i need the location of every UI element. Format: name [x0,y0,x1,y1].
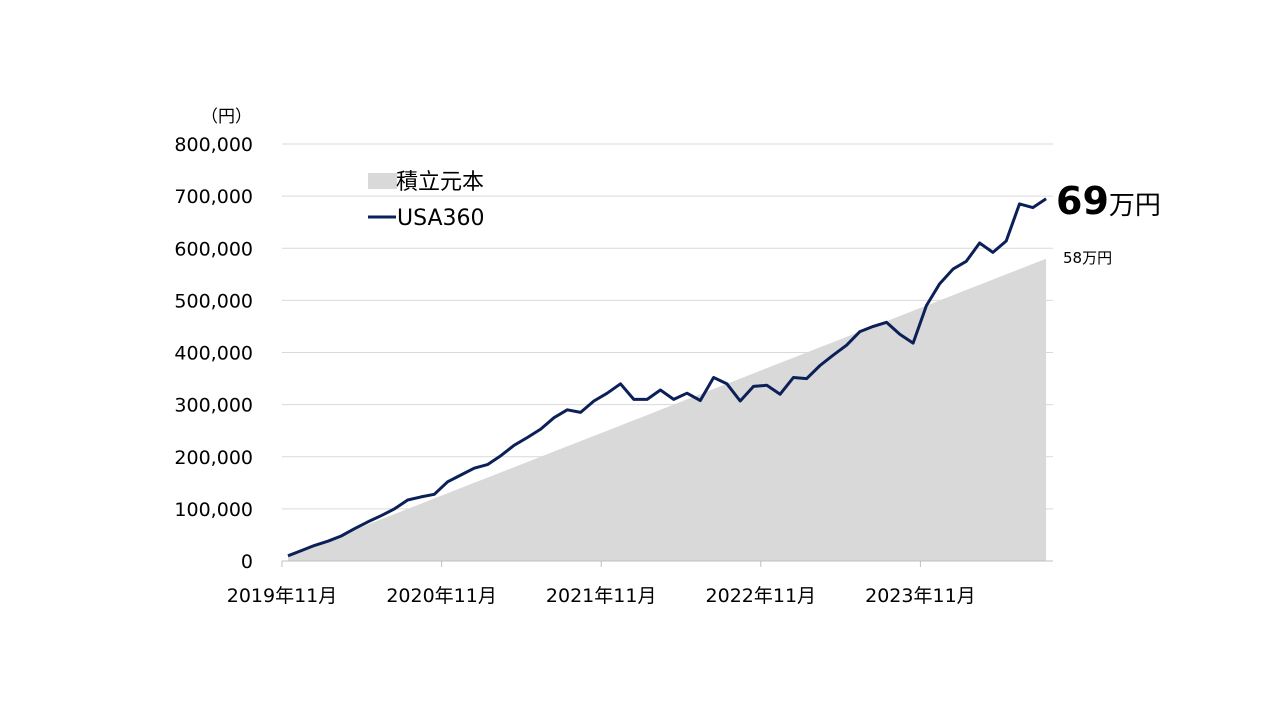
y-tick-label: 500,000 [174,290,253,312]
y-tick-label: 700,000 [174,186,253,208]
y-tick-label: 600,000 [174,238,253,260]
y-tick-label: 100,000 [174,499,253,521]
x-tick-label: 2023年11月 [865,585,976,607]
gridlines [282,143,1053,510]
usa360-line [287,197,1047,558]
legend-label-principal: 積立元本 [396,170,484,195]
final-value-unit: 万円 [1109,191,1161,221]
x-axis-ticks: 2019年11月 2020年11月 2021年11月 2022年11月 2023年11月 [227,561,976,607]
x-tick-label: 2019年11月 [227,585,338,607]
x-tick-label: 2022年11月 [706,585,817,607]
y-tick-label: 0 [241,551,253,573]
x-tick-label: 2020年11月 [386,585,497,607]
legend: 積立元本 USA360 [368,170,485,231]
legend-swatch-principal [368,173,397,189]
y-axis-ticks: 800,000 700,000 600,000 500,000 400,000 300,0… [174,134,253,573]
y-axis-unit-label: （円） [201,107,252,127]
y-tick-label: 800,000 [174,134,253,156]
x-tick-label: 2021年11月 [546,585,657,607]
legend-label-usa360: USA360 [397,206,485,231]
final-value-number: 69 [1056,179,1109,223]
y-tick-label: 400,000 [174,343,253,365]
principal-area [288,258,1047,561]
y-tick-label: 300,000 [174,395,253,417]
final-value-annotation: 69万円 [1056,179,1161,223]
y-tick-label: 200,000 [174,447,253,469]
principal-value-annotation: 58万円 [1063,249,1112,267]
